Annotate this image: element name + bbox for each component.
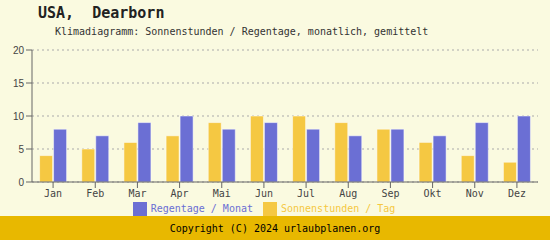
svg-text:Jun: Jun — [255, 188, 273, 199]
svg-text:Apr: Apr — [171, 188, 189, 199]
html-text:Copyright (C) 2024 urlaubplane: Copyright (C) 2024 urlaubplanen.org — [169, 222, 381, 234]
svg-text:0: 0 — [18, 177, 24, 188]
svg-text:20: 20 — [13, 45, 25, 56]
svg-text:Jan: Jan — [44, 188, 62, 199]
svg-text:10: 10 — [13, 111, 25, 122]
svg-text:Mar: Mar — [128, 188, 146, 199]
svg-text:Nov: Nov — [466, 188, 484, 199]
svg-text:Mai: Mai — [213, 188, 231, 199]
svg-text:Feb: Feb — [86, 188, 104, 199]
html-text:USA, Dearborn: USA, Dearborn — [38, 4, 165, 22]
svg-text:15: 15 — [13, 78, 25, 89]
svg-text:Okt: Okt — [424, 188, 442, 199]
svg-text:5: 5 — [18, 144, 24, 155]
html-text:Regentage / Monat: Regentage / Monat — [150, 203, 253, 214]
html-text:Klimadiagramm: Sonnenstunden /: Klimadiagramm: Sonnenstunden / Regentage… — [55, 26, 429, 37]
html-text:Sonnenstunden / Tag: Sonnenstunden / Tag — [281, 203, 396, 214]
svg-text:Dez: Dez — [508, 188, 526, 199]
svg-text:Sep: Sep — [381, 188, 399, 199]
svg-text:Jul: Jul — [297, 188, 315, 199]
svg-text:Aug: Aug — [339, 188, 357, 199]
